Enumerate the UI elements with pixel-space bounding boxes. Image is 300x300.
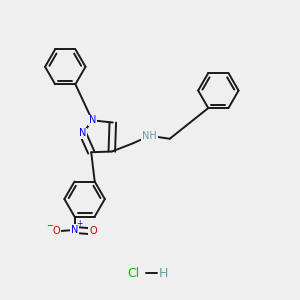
Text: N: N <box>79 128 86 138</box>
Text: −: − <box>46 222 53 231</box>
Text: N: N <box>71 225 78 235</box>
Text: N: N <box>88 116 96 125</box>
Text: +: + <box>77 219 83 228</box>
Text: O: O <box>89 226 97 236</box>
Text: H: H <box>159 267 168 280</box>
Text: Cl: Cl <box>128 267 140 280</box>
Text: NH: NH <box>142 131 157 141</box>
Text: O: O <box>52 226 60 236</box>
